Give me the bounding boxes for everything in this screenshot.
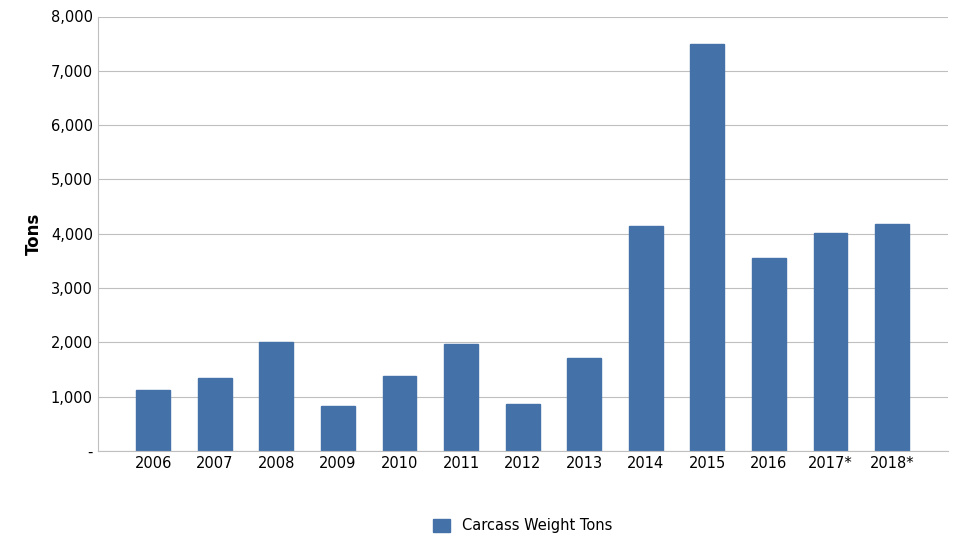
Bar: [629, 226, 662, 451]
Bar: [198, 378, 232, 451]
Bar: [568, 358, 601, 451]
Bar: [506, 404, 539, 451]
Bar: [321, 406, 355, 451]
Bar: [445, 344, 478, 451]
Bar: [137, 390, 170, 451]
Legend: Carcass Weight Tons: Carcass Weight Tons: [427, 513, 618, 540]
Bar: [875, 224, 909, 451]
Bar: [691, 43, 724, 451]
Bar: [260, 342, 293, 451]
Bar: [383, 376, 416, 451]
Y-axis label: Tons: Tons: [24, 213, 42, 255]
Bar: [752, 257, 786, 451]
Bar: [814, 233, 847, 451]
